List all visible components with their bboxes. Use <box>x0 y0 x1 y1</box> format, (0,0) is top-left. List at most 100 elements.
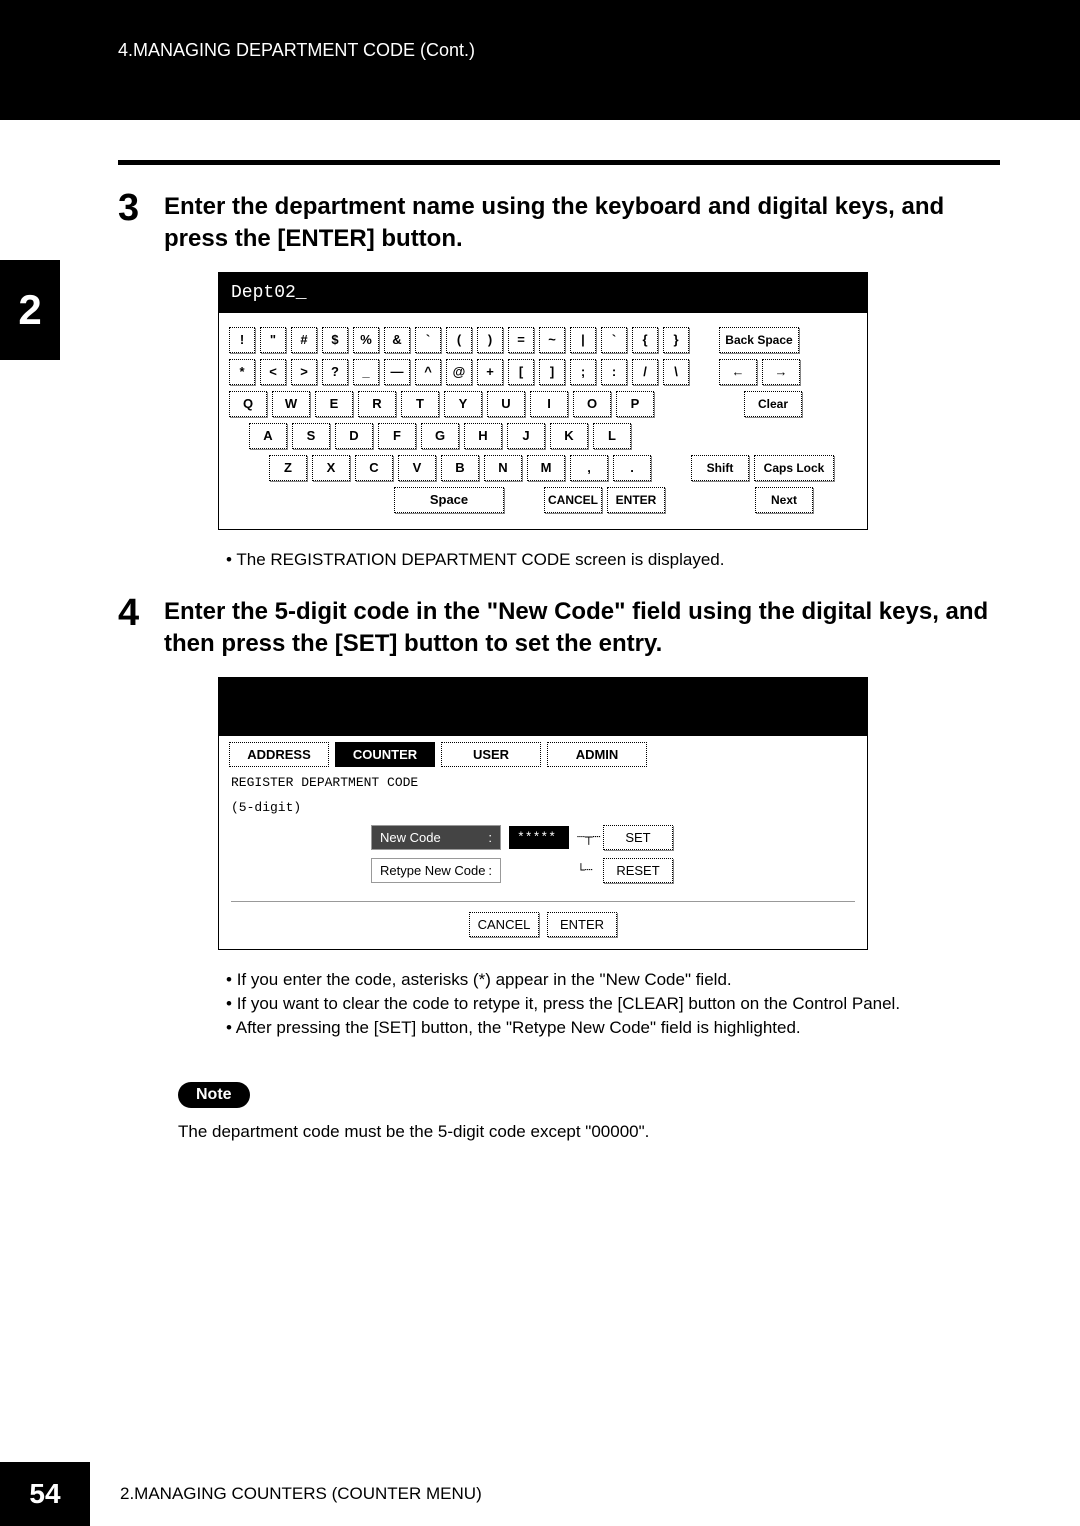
keyboard-key[interactable]: U <box>487 391 525 417</box>
new-code-row: New Code: ***** ┈┬┈ SET <box>371 825 855 850</box>
keyboard-key[interactable]: \ <box>663 359 689 385</box>
keyboard-key[interactable]: B <box>441 455 479 481</box>
keyboard-key[interactable]: A <box>249 423 287 449</box>
keyboard-key[interactable]: ] <box>539 359 565 385</box>
keyboard-display: Dept02_ <box>219 273 867 313</box>
tab-counter[interactable]: COUNTER <box>335 742 435 767</box>
keyboard-key[interactable]: " <box>260 327 286 353</box>
keyboard-key[interactable]: = <box>508 327 534 353</box>
footer-text: 2.MANAGING COUNTERS (COUNTER MENU) <box>120 1484 482 1504</box>
keyboard-key[interactable]: : <box>601 359 627 385</box>
keyboard-key[interactable]: L <box>593 423 631 449</box>
header-bar: 4.MANAGING DEPARTMENT CODE (Cont.) <box>0 0 1080 120</box>
registration-tabs: ADDRESSCOUNTERUSERADMIN <box>219 736 867 767</box>
keyboard-key[interactable]: Y <box>444 391 482 417</box>
keyboard-key[interactable]: G <box>421 423 459 449</box>
keyboard-key[interactable]: — <box>384 359 410 385</box>
keyboard-key[interactable]: & <box>384 327 410 353</box>
keyboard-row: !"#$%&`()=~|`{}Back Space <box>229 327 857 353</box>
keyboard-key[interactable]: D <box>335 423 373 449</box>
keyboard-key[interactable]: C <box>355 455 393 481</box>
keyboard-key[interactable]: @ <box>446 359 472 385</box>
breadcrumb: 4.MANAGING DEPARTMENT CODE (Cont.) <box>118 40 475 60</box>
keyboard-key[interactable]: P <box>616 391 654 417</box>
keyboard-key[interactable]: Shift <box>691 455 749 481</box>
keyboard-key[interactable]: Clear <box>744 391 802 417</box>
bullet-item: After pressing the [SET] button, the "Re… <box>226 1018 1000 1038</box>
keyboard-key[interactable]: ; <box>570 359 596 385</box>
keyboard-row: *<>?_—^@+[];:/\ ←→ <box>229 359 857 385</box>
keyboard-key[interactable]: K <box>550 423 588 449</box>
keyboard-key[interactable]: Z <box>269 455 307 481</box>
keyboard-key[interactable]: H <box>464 423 502 449</box>
tab-address[interactable]: ADDRESS <box>229 742 329 767</box>
keyboard-key[interactable]: ^ <box>415 359 441 385</box>
keyboard-key[interactable]: W <box>272 391 310 417</box>
bullet-item: If you enter the code, asterisks (*) app… <box>226 970 1000 990</box>
keyboard-row: ASDFGHJKL <box>229 423 857 449</box>
keyboard-key[interactable]: | <box>570 327 596 353</box>
keyboard-key[interactable]: ` <box>601 327 627 353</box>
keyboard-body: !"#$%&`()=~|`{}Back Space *<>?_—^@+[];:/… <box>219 313 867 529</box>
keyboard-key[interactable]: _ <box>353 359 379 385</box>
keyboard-key[interactable]: < <box>260 359 286 385</box>
keyboard-key[interactable]: S <box>292 423 330 449</box>
keyboard-key[interactable]: T <box>401 391 439 417</box>
keyboard-key[interactable]: ) <box>477 327 503 353</box>
keyboard-key[interactable]: / <box>632 359 658 385</box>
keyboard-key[interactable]: } <box>663 327 689 353</box>
tab-admin[interactable]: ADMIN <box>547 742 647 767</box>
page-content: 3 Enter the department name using the ke… <box>0 120 1080 1142</box>
keyboard-key[interactable]: * <box>229 359 255 385</box>
keyboard-key[interactable]: Q <box>229 391 267 417</box>
keyboard-key[interactable]: CANCEL <box>544 487 602 513</box>
keyboard-key[interactable]: $ <box>322 327 348 353</box>
keyboard-key[interactable]: N <box>484 455 522 481</box>
keyboard-key[interactable]: > <box>291 359 317 385</box>
keyboard-key[interactable]: ` <box>415 327 441 353</box>
keyboard-key[interactable]: E <box>315 391 353 417</box>
keyboard-key[interactable]: ? <box>322 359 348 385</box>
registration-bottom: CANCEL ENTER <box>231 912 855 937</box>
keyboard-key[interactable]: V <box>398 455 436 481</box>
keyboard-key[interactable]: Space <box>394 487 504 513</box>
cancel-button[interactable]: CANCEL <box>469 912 539 937</box>
keyboard-key[interactable]: X <box>312 455 350 481</box>
keyboard-key[interactable]: % <box>353 327 379 353</box>
keyboard-key[interactable]: M <box>527 455 565 481</box>
keyboard-key[interactable]: F <box>378 423 416 449</box>
keyboard-key[interactable]: R <box>358 391 396 417</box>
keyboard-key[interactable]: { <box>632 327 658 353</box>
keyboard-screenshot: Dept02_ !"#$%&`()=~|`{}Back Space *<>?_—… <box>218 272 868 530</box>
keyboard-key[interactable]: Next <box>755 487 813 513</box>
set-button[interactable]: SET <box>603 825 673 850</box>
keyboard-key[interactable]: I <box>530 391 568 417</box>
keyboard-key[interactable]: [ <box>508 359 534 385</box>
reset-button[interactable]: RESET <box>603 858 673 883</box>
keyboard-key[interactable]: J <box>507 423 545 449</box>
keyboard-key[interactable]: O <box>573 391 611 417</box>
keyboard-key[interactable]: ← <box>719 359 757 385</box>
keyboard-key[interactable]: ! <box>229 327 255 353</box>
reg-label-1: REGISTER DEPARTMENT CODE <box>231 775 855 790</box>
keyboard-key[interactable]: . <box>613 455 651 481</box>
keyboard-key[interactable]: ( <box>446 327 472 353</box>
step-text: Enter the 5-digit code in the "New Code"… <box>164 594 1000 661</box>
keyboard-key[interactable]: Caps Lock <box>754 455 834 481</box>
enter-button[interactable]: ENTER <box>547 912 617 937</box>
new-code-label: New Code: <box>371 825 501 850</box>
keyboard-key[interactable]: ~ <box>539 327 565 353</box>
separator <box>231 901 855 902</box>
keyboard-key[interactable]: + <box>477 359 503 385</box>
keyboard-key[interactable]: Back Space <box>719 327 799 353</box>
keyboard-key[interactable]: # <box>291 327 317 353</box>
keyboard-key[interactable]: ENTER <box>607 487 665 513</box>
keyboard-key[interactable]: , <box>570 455 608 481</box>
new-code-value[interactable]: ***** <box>509 826 569 849</box>
tab-user[interactable]: USER <box>441 742 541 767</box>
keyboard-row: Space CANCELENTER Next <box>229 487 857 513</box>
horizontal-rule <box>118 160 1000 165</box>
reg-label-2: (5-digit) <box>231 800 855 815</box>
keyboard-key[interactable]: → <box>762 359 800 385</box>
step-3: 3 Enter the department name using the ke… <box>118 189 1000 256</box>
